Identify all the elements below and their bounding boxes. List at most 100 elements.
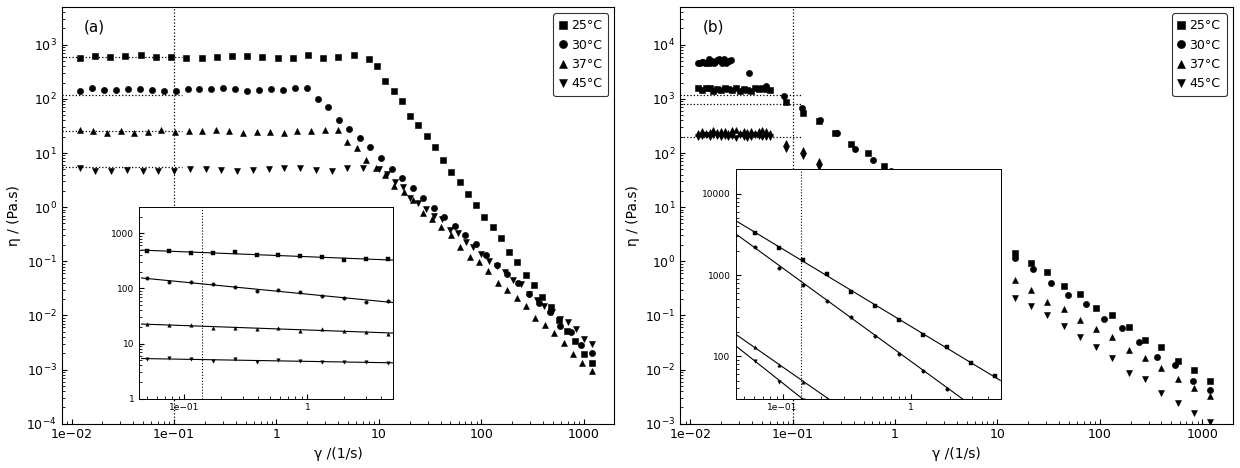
25°C [285, 55, 300, 60]
25°C [133, 52, 148, 58]
45°C [356, 165, 371, 170]
37°C [1089, 326, 1104, 332]
25°C [195, 55, 210, 60]
25°C [729, 85, 744, 91]
37°C [827, 170, 842, 176]
37°C [340, 139, 355, 145]
37°C [510, 295, 525, 301]
30°C [342, 126, 357, 132]
37°C [154, 127, 169, 133]
25°C [362, 56, 377, 61]
37°C [565, 351, 580, 356]
30°C [97, 87, 112, 93]
25°C [737, 86, 751, 92]
30°C [712, 57, 727, 62]
25°C [527, 283, 542, 288]
45°C [104, 168, 119, 174]
37°C [691, 131, 706, 136]
37°C [397, 189, 412, 195]
45°C [419, 206, 434, 212]
30°C [866, 157, 880, 162]
30°C [723, 57, 738, 62]
45°C [450, 230, 465, 236]
37°C [463, 254, 477, 259]
37°C [86, 128, 100, 133]
25°C [419, 133, 434, 139]
30°C [708, 59, 723, 65]
45°C [795, 154, 810, 159]
25°C [494, 235, 508, 241]
45°C [925, 241, 940, 247]
25°C [733, 88, 748, 94]
25°C [1171, 358, 1185, 363]
45°C [737, 134, 751, 139]
37°C [991, 267, 1006, 273]
37°C [844, 177, 859, 183]
30°C [133, 87, 148, 92]
30°C [144, 87, 159, 93]
25°C [510, 259, 525, 265]
30°C [448, 224, 463, 229]
45°C [569, 327, 584, 332]
45°C [482, 258, 497, 264]
25°C [720, 87, 735, 92]
30°C [936, 206, 951, 212]
45°C [1073, 334, 1087, 339]
25°C [179, 56, 193, 61]
Line: 45°C: 45°C [696, 132, 1214, 425]
45°C [521, 291, 536, 297]
37°C [263, 129, 278, 134]
45°C [1105, 355, 1120, 361]
25°C [795, 110, 810, 116]
25°C [779, 99, 794, 105]
30°C [698, 60, 713, 66]
Text: (a): (a) [84, 20, 105, 35]
37°C [755, 128, 770, 133]
45°C [724, 133, 739, 139]
45°C [763, 134, 777, 140]
45°C [324, 168, 339, 174]
37°C [490, 280, 505, 285]
25°C [444, 169, 459, 175]
37°C [547, 330, 562, 336]
25°C [502, 249, 517, 255]
30°C [427, 205, 441, 211]
37°C [317, 127, 332, 133]
25°C [959, 218, 973, 223]
37°C [975, 257, 990, 263]
30°C [1079, 301, 1094, 307]
X-axis label: γ /(1/s): γ /(1/s) [314, 447, 362, 461]
30°C [584, 351, 599, 356]
Line: 45°C: 45°C [77, 164, 595, 347]
45°C [698, 132, 713, 138]
37°C [925, 228, 940, 234]
45°C [506, 277, 521, 283]
30°C [300, 85, 315, 91]
25°C [713, 88, 728, 93]
25°C [877, 163, 892, 169]
Text: (b): (b) [702, 20, 724, 35]
25°C [975, 225, 990, 231]
45°C [1203, 419, 1218, 424]
Legend: 25°C, 30°C, 37°C, 45°C: 25°C, 30°C, 37°C, 45°C [553, 13, 609, 96]
45°C [529, 297, 544, 303]
30°C [691, 60, 706, 66]
30°C [490, 263, 505, 268]
Line: 37°C: 37°C [77, 127, 595, 373]
30°C [1149, 354, 1164, 359]
45°C [713, 134, 728, 139]
45°C [975, 272, 990, 278]
37°C [471, 259, 486, 265]
30°C [521, 291, 536, 297]
45°C [277, 165, 291, 170]
37°C [518, 303, 533, 309]
30°C [1096, 316, 1111, 322]
25°C [1040, 269, 1055, 274]
Line: 37°C: 37°C [696, 127, 1214, 399]
45°C [1154, 390, 1169, 395]
25°C [552, 317, 567, 323]
30°C [1132, 339, 1147, 345]
30°C [373, 155, 388, 161]
37°C [249, 129, 264, 135]
45°C [513, 282, 528, 287]
